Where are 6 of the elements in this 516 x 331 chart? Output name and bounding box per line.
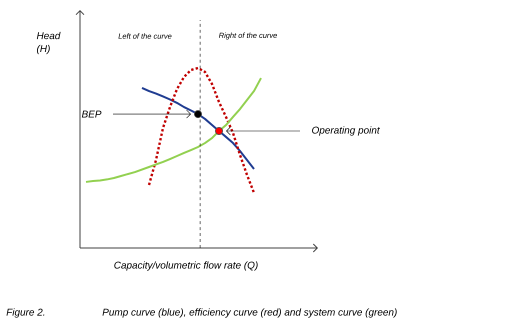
text: Pump curve (blue), efficiency curve (red) and system curve (green) bbox=[102, 308, 397, 318]
caption: Figure 2. bbox=[6, 308, 44, 318]
x-axis-title: Capacity/volumetric flow rate (Q) bbox=[114, 261, 258, 271]
y-axis-title: Head (H) bbox=[36, 32, 61, 54]
text: Operating point bbox=[312, 126, 380, 136]
annotation: BEP bbox=[82, 110, 102, 118]
